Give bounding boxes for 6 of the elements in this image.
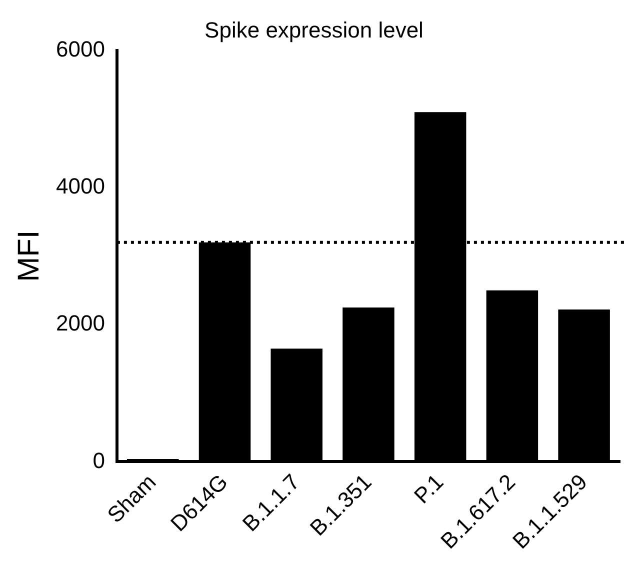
chart-title: Spike expression level (204, 17, 424, 42)
y-tick-label: 4000 (56, 174, 105, 199)
y-tick-label: 6000 (56, 36, 105, 62)
y-tick-label: 0 (92, 448, 105, 473)
y-tick-label: 2000 (56, 310, 105, 336)
y-axis-title: MFI (12, 230, 46, 282)
